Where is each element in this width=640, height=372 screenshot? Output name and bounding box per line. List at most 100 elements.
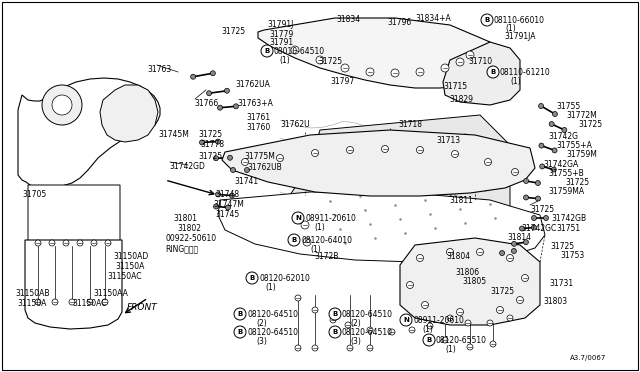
Circle shape xyxy=(63,240,69,246)
Text: 31150AA: 31150AA xyxy=(93,289,128,298)
Circle shape xyxy=(218,105,223,110)
Text: 08911-20610: 08911-20610 xyxy=(305,214,356,223)
Text: 31715: 31715 xyxy=(443,82,467,91)
Text: 08110-66010: 08110-66010 xyxy=(494,16,545,25)
Text: (3): (3) xyxy=(350,337,361,346)
Circle shape xyxy=(303,238,311,246)
Text: 31725: 31725 xyxy=(318,57,342,66)
Circle shape xyxy=(49,240,55,246)
Circle shape xyxy=(484,158,492,166)
Circle shape xyxy=(511,248,516,253)
Circle shape xyxy=(511,169,518,176)
Text: 31751: 31751 xyxy=(556,224,580,233)
Circle shape xyxy=(552,148,557,153)
Circle shape xyxy=(487,66,499,78)
Polygon shape xyxy=(443,42,520,105)
Circle shape xyxy=(524,240,529,245)
Circle shape xyxy=(497,307,504,314)
Text: 31748: 31748 xyxy=(215,190,239,199)
Circle shape xyxy=(416,68,424,76)
Circle shape xyxy=(216,139,221,144)
Text: 08010-64510: 08010-64510 xyxy=(274,47,325,56)
Circle shape xyxy=(191,74,196,79)
Circle shape xyxy=(417,254,424,262)
Circle shape xyxy=(466,51,474,59)
Text: 31763: 31763 xyxy=(147,65,172,74)
Circle shape xyxy=(506,254,513,262)
Circle shape xyxy=(52,95,72,115)
Text: 31801: 31801 xyxy=(173,214,197,223)
Text: (1): (1) xyxy=(422,325,433,334)
Circle shape xyxy=(539,143,544,148)
Text: 31762UA: 31762UA xyxy=(235,80,270,89)
Circle shape xyxy=(87,299,93,305)
Text: B: B xyxy=(426,337,431,343)
Text: 08120-65510: 08120-65510 xyxy=(436,336,487,345)
Circle shape xyxy=(490,341,496,347)
Circle shape xyxy=(427,323,433,329)
Text: B: B xyxy=(237,311,243,317)
Text: 31747M: 31747M xyxy=(213,200,244,209)
Text: 08110-61210: 08110-61210 xyxy=(500,68,551,77)
Circle shape xyxy=(467,344,473,350)
Circle shape xyxy=(552,112,557,116)
Polygon shape xyxy=(28,185,120,264)
Circle shape xyxy=(543,215,548,221)
Text: 08911-20610: 08911-20610 xyxy=(413,316,464,325)
Text: 31742G: 31742G xyxy=(548,132,578,141)
Text: 31791JA: 31791JA xyxy=(504,32,536,41)
Circle shape xyxy=(522,275,529,282)
Circle shape xyxy=(367,327,373,333)
Text: 31759MA: 31759MA xyxy=(548,187,584,196)
Text: 31741: 31741 xyxy=(234,177,258,186)
Circle shape xyxy=(291,46,299,54)
Text: (1): (1) xyxy=(445,345,456,354)
Polygon shape xyxy=(285,115,510,258)
Circle shape xyxy=(417,147,424,154)
Circle shape xyxy=(400,314,412,326)
Text: FRONT: FRONT xyxy=(127,303,157,312)
Circle shape xyxy=(341,64,349,72)
Text: B: B xyxy=(237,329,243,335)
Circle shape xyxy=(91,240,97,246)
Text: 31772M: 31772M xyxy=(566,111,596,120)
Circle shape xyxy=(102,299,108,305)
Text: 31759M: 31759M xyxy=(566,150,597,159)
Text: 31150AB: 31150AB xyxy=(15,289,49,298)
Circle shape xyxy=(312,150,319,157)
Text: RINGリング: RINGリング xyxy=(165,244,198,253)
Text: 31834+A: 31834+A xyxy=(415,14,451,23)
Circle shape xyxy=(77,240,83,246)
Text: 31763+A: 31763+A xyxy=(237,99,273,108)
Text: 31806: 31806 xyxy=(455,268,479,277)
Circle shape xyxy=(330,317,336,323)
Text: 31802: 31802 xyxy=(177,224,201,233)
Text: 31779: 31779 xyxy=(269,30,293,39)
Circle shape xyxy=(69,299,75,305)
Circle shape xyxy=(230,193,234,198)
Text: 31775M: 31775M xyxy=(244,152,275,161)
Text: 31725: 31725 xyxy=(550,242,574,251)
Text: 31834: 31834 xyxy=(336,15,360,24)
Text: 31710: 31710 xyxy=(468,57,492,66)
Circle shape xyxy=(207,91,212,96)
Text: 31811: 31811 xyxy=(449,196,473,205)
Circle shape xyxy=(295,345,301,351)
Text: 31150AC: 31150AC xyxy=(107,272,141,281)
Text: A3.7/0067: A3.7/0067 xyxy=(570,355,606,361)
Text: 31742GB: 31742GB xyxy=(551,214,586,223)
Text: 31725: 31725 xyxy=(221,27,245,36)
Text: 31742GC: 31742GC xyxy=(521,224,556,233)
Polygon shape xyxy=(18,78,160,188)
Text: 08120-64510: 08120-64510 xyxy=(342,328,393,337)
Text: 31753: 31753 xyxy=(560,251,584,260)
Circle shape xyxy=(216,192,221,197)
Circle shape xyxy=(447,248,454,256)
Text: 08120-64510: 08120-64510 xyxy=(342,310,393,319)
Circle shape xyxy=(422,301,429,308)
Text: 31760: 31760 xyxy=(246,123,270,132)
Text: 31814: 31814 xyxy=(507,233,531,242)
Circle shape xyxy=(562,128,567,132)
Circle shape xyxy=(246,272,258,284)
Circle shape xyxy=(200,140,205,145)
